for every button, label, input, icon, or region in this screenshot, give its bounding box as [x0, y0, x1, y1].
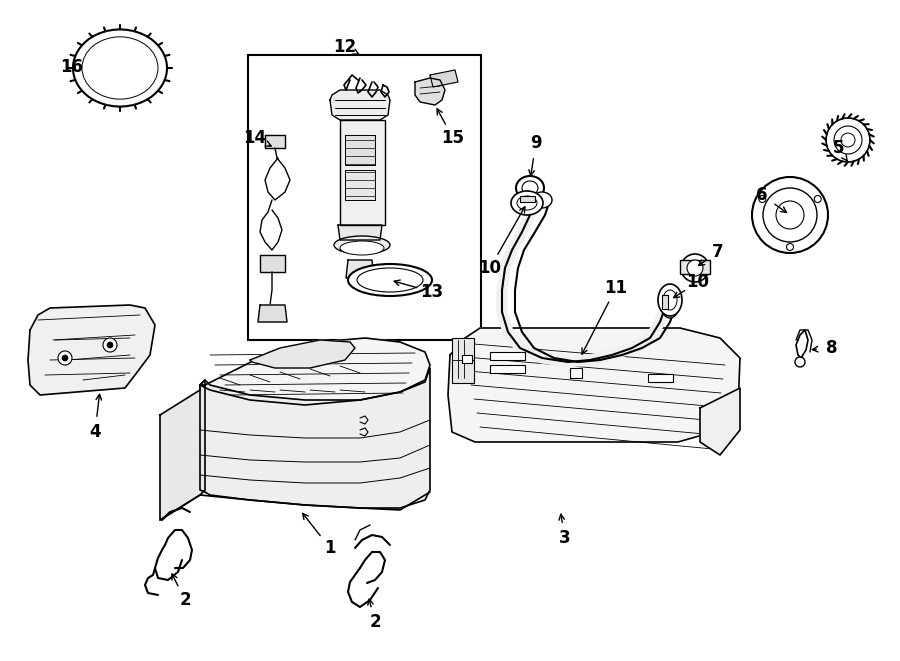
Text: 3: 3: [559, 529, 571, 547]
Bar: [520, 196, 535, 202]
Text: 13: 13: [420, 283, 444, 301]
Ellipse shape: [90, 44, 150, 93]
Ellipse shape: [776, 201, 804, 229]
Polygon shape: [338, 225, 382, 240]
Ellipse shape: [752, 177, 828, 253]
Bar: [248, 55, 481, 340]
Polygon shape: [330, 90, 390, 120]
Ellipse shape: [663, 290, 677, 310]
Circle shape: [103, 338, 117, 352]
Ellipse shape: [516, 176, 544, 200]
Polygon shape: [200, 368, 430, 508]
Ellipse shape: [532, 192, 552, 208]
Circle shape: [58, 351, 72, 365]
Polygon shape: [448, 328, 740, 442]
Bar: [680, 260, 710, 274]
Text: 2: 2: [369, 613, 381, 631]
Text: 6: 6: [756, 186, 768, 204]
Polygon shape: [160, 380, 205, 520]
Ellipse shape: [841, 133, 855, 147]
Text: 16: 16: [60, 58, 84, 76]
Ellipse shape: [348, 264, 432, 296]
Bar: [648, 374, 673, 382]
Text: 5: 5: [832, 139, 844, 157]
Text: 15: 15: [442, 129, 464, 147]
Polygon shape: [700, 388, 740, 455]
Ellipse shape: [334, 236, 390, 254]
Ellipse shape: [73, 30, 167, 106]
Ellipse shape: [522, 181, 538, 195]
Ellipse shape: [681, 254, 709, 282]
Circle shape: [814, 196, 821, 202]
Bar: [462, 355, 472, 363]
Polygon shape: [265, 135, 285, 148]
Bar: [570, 368, 582, 378]
Bar: [452, 338, 474, 383]
Circle shape: [787, 243, 794, 251]
Polygon shape: [345, 170, 375, 200]
Text: 2: 2: [179, 591, 191, 609]
Text: 10: 10: [687, 273, 709, 291]
Text: 12: 12: [333, 38, 356, 56]
Polygon shape: [260, 255, 285, 272]
Text: 4: 4: [89, 423, 101, 441]
Polygon shape: [345, 135, 375, 165]
Text: 10: 10: [479, 259, 501, 277]
Ellipse shape: [658, 284, 682, 316]
Ellipse shape: [517, 196, 537, 210]
Ellipse shape: [826, 118, 870, 162]
Polygon shape: [346, 260, 374, 278]
Text: 11: 11: [605, 279, 627, 297]
Bar: [662, 295, 668, 309]
Text: 7: 7: [712, 243, 724, 261]
Text: 8: 8: [826, 339, 838, 357]
Polygon shape: [250, 340, 355, 368]
Polygon shape: [415, 78, 445, 105]
Circle shape: [759, 196, 766, 202]
Ellipse shape: [82, 37, 158, 99]
Circle shape: [795, 357, 805, 367]
Ellipse shape: [763, 188, 817, 242]
Bar: [490, 365, 525, 373]
Polygon shape: [28, 305, 155, 395]
Ellipse shape: [834, 126, 862, 154]
Ellipse shape: [687, 260, 703, 276]
Ellipse shape: [662, 298, 678, 318]
Polygon shape: [258, 305, 287, 322]
Text: 9: 9: [530, 134, 542, 152]
Ellipse shape: [511, 191, 543, 215]
Circle shape: [62, 355, 68, 361]
Polygon shape: [430, 70, 458, 87]
Polygon shape: [200, 338, 430, 405]
Ellipse shape: [340, 241, 384, 255]
Text: 14: 14: [243, 129, 266, 147]
Text: 1: 1: [324, 539, 336, 557]
Ellipse shape: [357, 268, 423, 292]
Bar: [490, 352, 525, 360]
Polygon shape: [340, 120, 385, 225]
Circle shape: [107, 342, 113, 348]
